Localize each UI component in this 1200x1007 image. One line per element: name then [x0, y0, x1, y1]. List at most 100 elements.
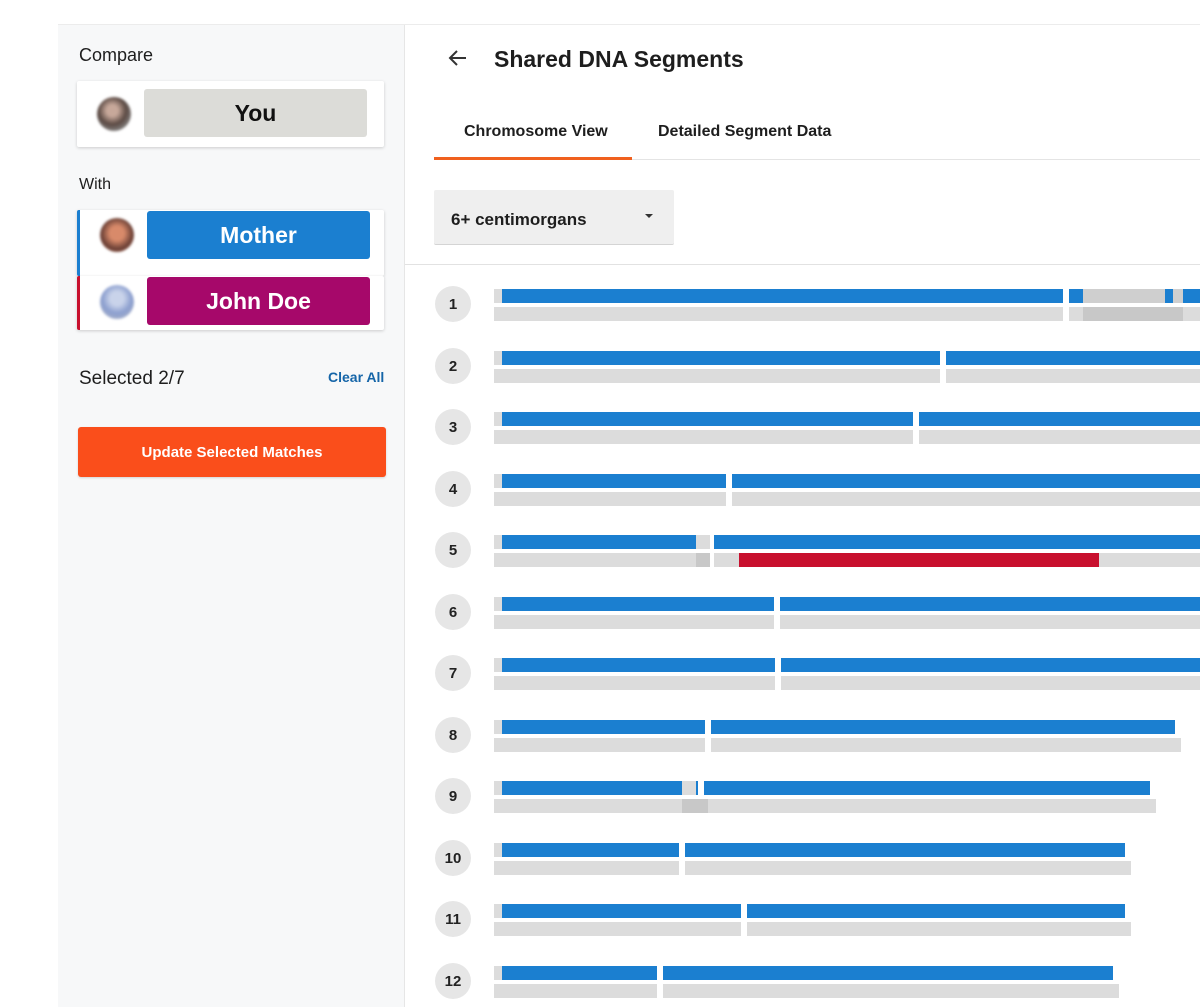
chromosome-base: [494, 799, 698, 813]
no-data-region: [1083, 289, 1183, 303]
mother-segment: [1165, 289, 1173, 303]
chromosome-base: [919, 430, 1200, 444]
mother-segment: [919, 412, 1200, 426]
mother-segment: [502, 535, 708, 549]
mother-segment: [502, 351, 940, 365]
john-doe-segment: [739, 553, 1099, 567]
chromosome-base: [494, 861, 679, 875]
no-data-region: [1083, 307, 1183, 321]
chromosome-number-5: 5: [435, 532, 471, 568]
chromosome-base: [494, 676, 775, 690]
chromosome-number-1: 1: [435, 286, 471, 322]
chromosome-cap: [494, 904, 502, 918]
no-data-region: [696, 535, 710, 549]
chromosome-number-4: 4: [435, 471, 471, 507]
mother-segment: [502, 289, 1063, 303]
chromosome-base: [780, 615, 1200, 629]
chromosome-cap: [494, 474, 502, 488]
mother-segment: [946, 351, 1200, 365]
chromosome-number-2: 2: [435, 348, 471, 384]
dropdown-selected-value: 6+ centimorgans: [451, 210, 587, 229]
chromosome-cap: [494, 843, 502, 857]
chromosome-base: [946, 369, 1200, 383]
chromosome-base: [494, 430, 913, 444]
mother-segment: [714, 535, 1200, 549]
chromosome-number-9: 9: [435, 778, 471, 814]
with-label: With: [79, 176, 111, 193]
you-card: You: [77, 81, 384, 147]
chromosome-base: [494, 307, 1063, 321]
mother-segment: [663, 966, 1113, 980]
compare-label: Compare: [79, 45, 154, 65]
cm-threshold-dropdown[interactable]: 6+ centimorgans: [434, 190, 674, 245]
match-card-mother[interactable]: Mother: [77, 210, 384, 276]
chromosome-number-6: 6: [435, 594, 471, 630]
chromosome-cap: [494, 658, 502, 672]
mother-segment: [502, 904, 741, 918]
chromosome-base: [685, 861, 1131, 875]
mother-segment: [502, 720, 705, 734]
you-name: You: [144, 89, 367, 137]
active-tab-indicator: [434, 157, 632, 160]
update-selected-matches-button[interactable]: Update Selected Matches: [78, 427, 386, 477]
arrow-left-icon[interactable]: [447, 47, 469, 69]
chromosome-cap: [494, 720, 502, 734]
chromosome-number-12: 12: [435, 963, 471, 999]
chromosome-base: [747, 922, 1131, 936]
chromosome-base: [494, 984, 657, 998]
mother-segment: [502, 658, 775, 672]
chromosome-base: [732, 492, 1200, 506]
no-data-region: [682, 799, 708, 813]
mother-segment: [732, 474, 1200, 488]
chromosome-base: [663, 984, 1119, 998]
chromosome-base: [494, 553, 708, 567]
mother-segment: [685, 843, 1125, 857]
chromosome-number-11: 11: [435, 901, 471, 937]
mother-segment: [711, 720, 1175, 734]
chromosome-cap: [494, 412, 502, 426]
chromosome-base: [494, 738, 705, 752]
caret-down-icon: [645, 214, 653, 218]
no-data-region: [682, 781, 696, 795]
chromosome-cap: [494, 781, 502, 795]
match-card-john-doe[interactable]: John Doe: [77, 276, 384, 330]
chromosome-cap: [494, 351, 502, 365]
clear-all-link[interactable]: Clear All: [328, 369, 385, 385]
mother-segment: [502, 843, 679, 857]
chromosome-number-8: 8: [435, 717, 471, 753]
app-window: Compare You With Mother John Doe Selecte…: [58, 24, 1200, 1007]
john-doe-avatar: [100, 285, 134, 319]
mother-segment: [502, 781, 698, 795]
mother-segment: [780, 597, 1200, 611]
chromosome-cap: [494, 966, 502, 980]
mother-avatar: [100, 218, 134, 252]
mother-segment: [1183, 289, 1200, 303]
you-avatar: [97, 97, 131, 131]
tab-chromosome-view[interactable]: Chromosome View: [464, 123, 608, 140]
tab-detailed-segment-data[interactable]: Detailed Segment Data: [658, 123, 832, 140]
panel-divider: [405, 264, 1200, 265]
mother-segment: [704, 781, 1150, 795]
chromosome-cap: [494, 289, 502, 303]
chromosome-browser: [494, 289, 1200, 998]
chromosome-cap: [494, 535, 502, 549]
chromosome-base: [781, 676, 1200, 690]
mother-segment: [502, 597, 774, 611]
page-title: Shared DNA Segments: [494, 46, 744, 72]
mother-segment: [747, 904, 1125, 918]
chromosome-base: [711, 738, 1181, 752]
mother-segment: [502, 474, 726, 488]
mother-segment: [781, 658, 1200, 672]
selected-count: Selected 2/7: [79, 368, 185, 389]
chromosome-base: [494, 369, 940, 383]
chromosome-number-7: 7: [435, 655, 471, 691]
mother-segment: [502, 412, 913, 426]
tabs-divider: [434, 159, 1200, 160]
match-name-mother: Mother: [147, 211, 370, 259]
no-data-region: [696, 553, 710, 567]
chromosome-base: [494, 492, 726, 506]
chromosome-number-10: 10: [435, 840, 471, 876]
chromosome-number-3: 3: [435, 409, 471, 445]
chromosome-base: [494, 922, 741, 936]
main-panel: Shared DNA Segments Chromosome View Deta…: [405, 25, 1200, 1007]
